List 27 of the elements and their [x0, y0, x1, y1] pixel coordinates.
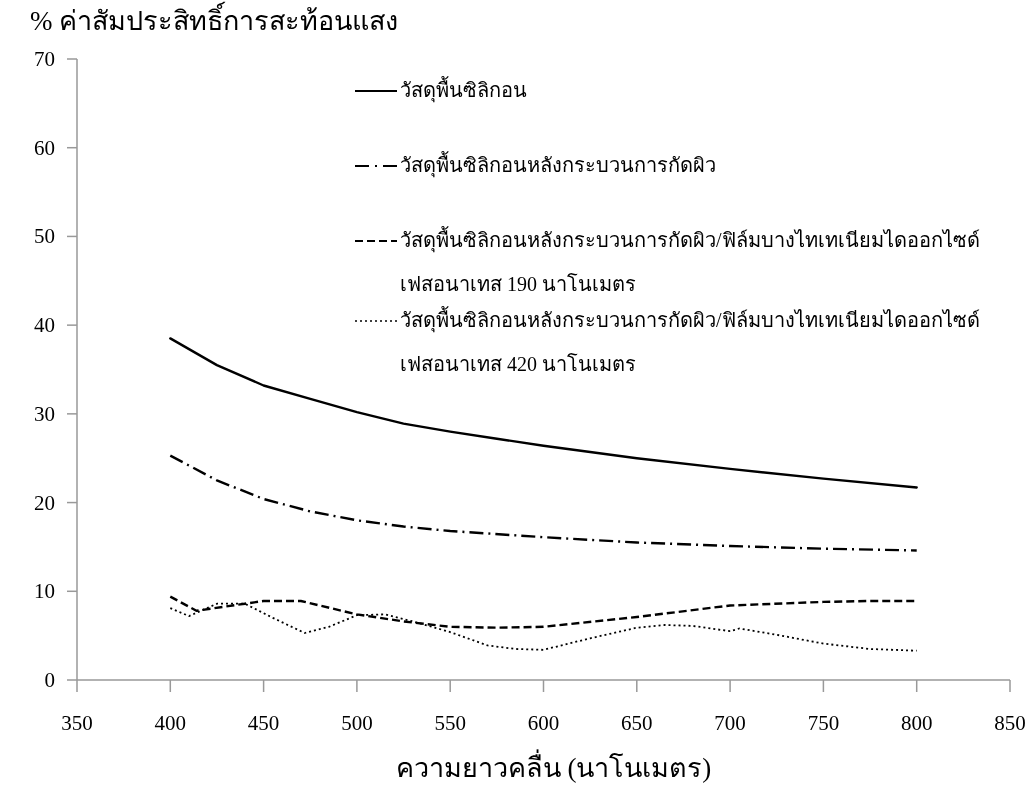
- x-tick-label: 500: [341, 711, 373, 735]
- x-axis-title: ความยาวคลื่น (นาโนเมตร): [395, 749, 712, 783]
- x-tick-label: 600: [527, 711, 560, 735]
- legend-label: วัสดุพื้นซิลิกอนหลังกระบวนการกัดผิว/ฟิล์มบางไทเทเนียมไดออกไซด์ เฟสอนาเทส 190 นาโนเมตร: [400, 226, 980, 295]
- y-tick-label: 50: [34, 224, 55, 249]
- y-tick-label: 20: [34, 490, 55, 515]
- x-tick-label: 850: [994, 711, 1026, 735]
- x-tick-label: 800: [900, 711, 933, 735]
- y-tick-label: 40: [34, 313, 55, 338]
- legend-label: วัสดุพื้นซิลิกอนหลังกระบวนการกัดผิว: [400, 151, 716, 178]
- x-tick-label: 650: [621, 711, 653, 735]
- legend-label: วัสดุพื้นซิลิกอน: [400, 76, 527, 103]
- x-tick-label: 350: [61, 711, 93, 735]
- y-tick-label: 60: [34, 135, 55, 160]
- x-tick-label: 400: [154, 711, 187, 735]
- x-tick-label: 750: [807, 711, 840, 735]
- y-tick-label: 70: [34, 47, 55, 71]
- x-tick-label: 700: [714, 711, 746, 735]
- legend-label: วัสดุพื้นซิลิกอนหลังกระบวนการกัดผิว/ฟิล์มบางไทเทเนียมไดออกไซด์ เฟสอนาเทส 420 นาโนเมตร: [400, 306, 980, 375]
- line-series: [169, 337, 918, 489]
- y-tick-label: 10: [34, 579, 55, 604]
- y-axis-title: % ค่าสัมประสิทธิ์การสะท้อนแสง: [30, 1, 399, 36]
- y-tick-label: 30: [34, 401, 55, 426]
- y-tick-label: 0: [44, 668, 55, 692]
- x-tick-label: 450: [247, 711, 280, 735]
- line-series: [169, 454, 918, 552]
- x-tick-label: 550: [434, 711, 466, 735]
